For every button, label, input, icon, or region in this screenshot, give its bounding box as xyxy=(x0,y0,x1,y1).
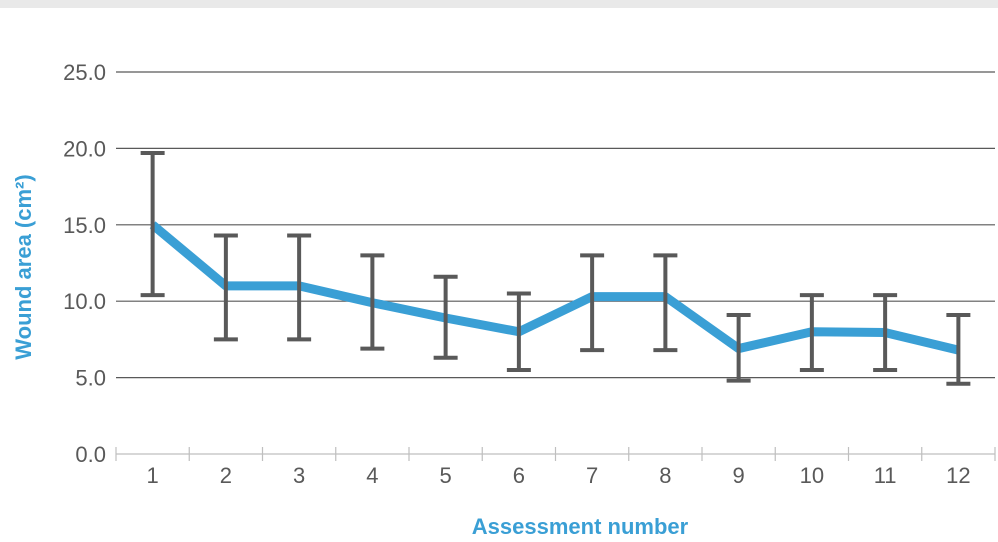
x-tick-label: 3 xyxy=(293,463,305,488)
y-tick-labels: 0.0 5.0 10.0 15.0 20.0 25.0 xyxy=(63,60,106,467)
error-bar xyxy=(433,274,458,360)
grid-lines xyxy=(116,71,995,379)
y-axis-title: Wound area (cm²) xyxy=(11,174,36,359)
x-tick-labels: 1 2 3 4 5 6 7 8 9 10 11 12 xyxy=(147,463,971,488)
top-band xyxy=(0,0,998,8)
error-bar xyxy=(213,233,238,342)
x-tick-label: 7 xyxy=(586,463,598,488)
error-bar xyxy=(946,312,971,386)
x-tick-label: 2 xyxy=(220,463,232,488)
x-tick-label: 12 xyxy=(946,463,970,488)
x-tick-label: 6 xyxy=(513,463,525,488)
y-tick-label: 25.0 xyxy=(63,60,106,85)
error-bar xyxy=(873,293,898,372)
x-tick-label: 8 xyxy=(659,463,671,488)
x-tick-label: 5 xyxy=(440,463,452,488)
y-tick-label: 20.0 xyxy=(63,136,106,161)
x-tick-label: 1 xyxy=(147,463,159,488)
y-tick-label: 5.0 xyxy=(75,366,106,391)
x-tick-label: 9 xyxy=(733,463,745,488)
error-bar xyxy=(580,253,605,353)
series-line xyxy=(149,221,960,355)
series-line-layer xyxy=(149,221,960,355)
y-tick-label: 0.0 xyxy=(75,442,106,467)
error-bar xyxy=(726,312,751,383)
x-tick-label: 11 xyxy=(874,463,897,488)
error-bar xyxy=(287,233,312,342)
y-tick-label: 10.0 xyxy=(63,289,106,314)
x-axis-title: Assessment number xyxy=(472,514,689,539)
error-bar xyxy=(360,253,385,351)
error-bar xyxy=(506,291,531,372)
x-tick-label: 10 xyxy=(800,463,824,488)
error-bar xyxy=(140,150,165,298)
x-tick-label: 4 xyxy=(366,463,378,488)
error-bars xyxy=(140,150,971,386)
error-bar xyxy=(653,253,678,353)
error-bar xyxy=(799,293,824,372)
x-axis xyxy=(115,447,996,461)
y-tick-label: 15.0 xyxy=(63,213,106,238)
